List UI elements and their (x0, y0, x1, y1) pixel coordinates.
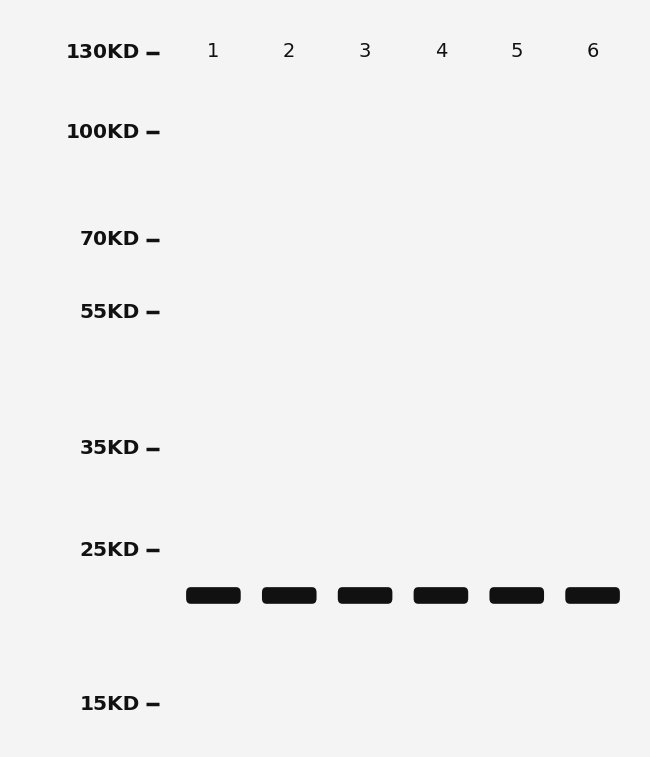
Text: 6: 6 (586, 42, 599, 61)
Text: 55KD: 55KD (79, 303, 140, 322)
Text: 4: 4 (435, 42, 447, 61)
FancyBboxPatch shape (262, 587, 317, 604)
FancyBboxPatch shape (413, 587, 468, 604)
Text: 35KD: 35KD (79, 439, 140, 458)
Text: 5: 5 (510, 42, 523, 61)
FancyBboxPatch shape (566, 587, 620, 604)
Text: 15KD: 15KD (79, 694, 140, 714)
Text: 100KD: 100KD (66, 123, 140, 142)
FancyBboxPatch shape (186, 587, 240, 604)
Text: 3: 3 (359, 42, 371, 61)
Text: 25KD: 25KD (79, 540, 140, 559)
FancyBboxPatch shape (338, 587, 393, 604)
Text: 2: 2 (283, 42, 296, 61)
Text: 1: 1 (207, 42, 220, 61)
Text: 70KD: 70KD (79, 230, 140, 249)
FancyBboxPatch shape (489, 587, 544, 604)
Text: 130KD: 130KD (66, 43, 140, 63)
